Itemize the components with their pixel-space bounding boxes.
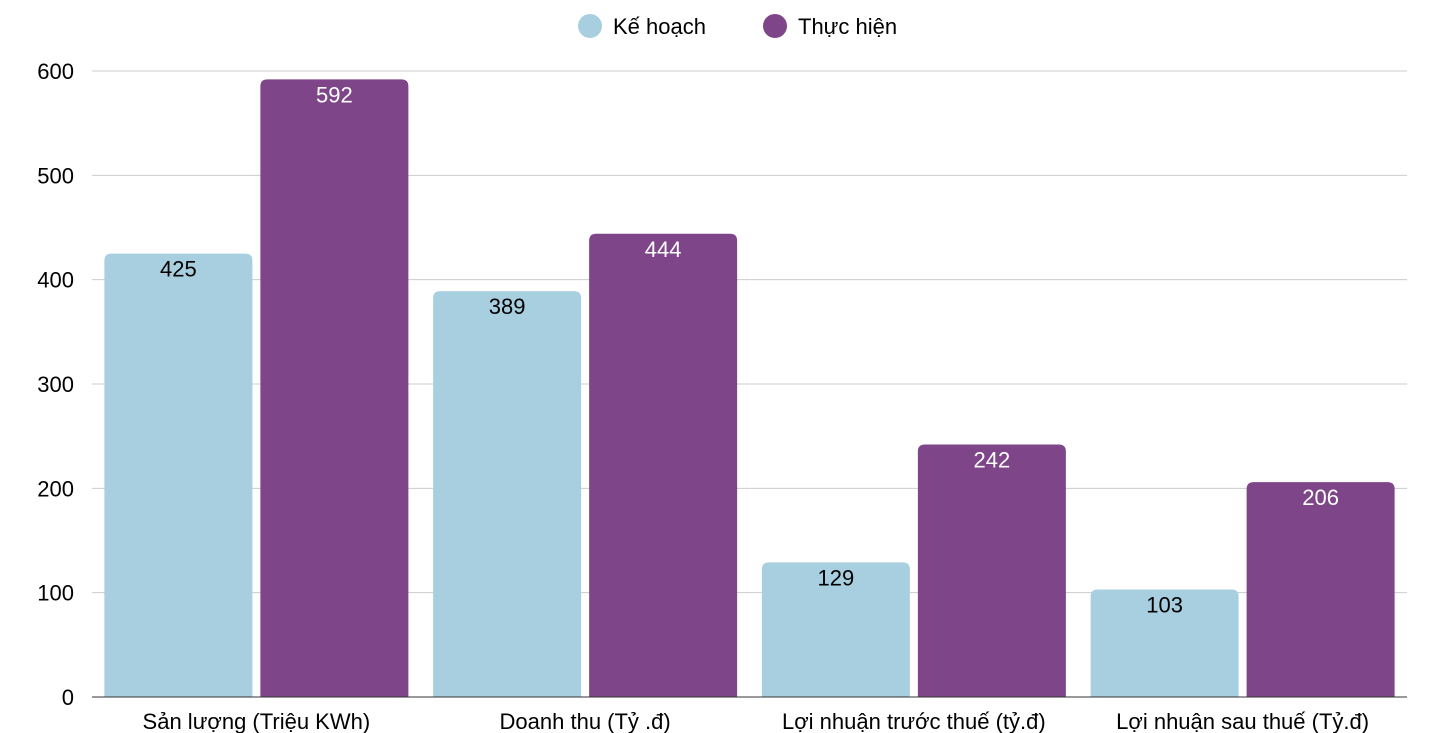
y-tick-label: 500 xyxy=(37,163,74,188)
y-tick-label: 600 xyxy=(37,59,74,84)
bar-ke-hoach xyxy=(433,291,582,697)
data-label: 242 xyxy=(974,448,1011,473)
legend: Kế hoạch Thực hiện xyxy=(578,14,897,39)
bar-thuc-hien xyxy=(917,444,1066,697)
data-label: 425 xyxy=(160,257,197,282)
bar-thuc-hien xyxy=(589,233,738,697)
bar-ke-hoach xyxy=(104,253,253,698)
data-label: 129 xyxy=(818,565,855,590)
data-label: 389 xyxy=(489,294,526,319)
legend-label: Thực hiện xyxy=(798,14,897,39)
data-label: 444 xyxy=(645,237,682,262)
x-category-label: Doanh thu (Tỷ .đ) xyxy=(500,709,671,733)
y-tick-label: 400 xyxy=(37,268,74,293)
data-label: 592 xyxy=(316,82,353,107)
x-category-label: Sản lượng (Triệu KWh) xyxy=(143,709,371,733)
data-labels: 425 592 389 444 129 242 103 206 xyxy=(160,82,1339,617)
y-tick-label: 200 xyxy=(37,476,74,501)
x-category-label: Lợi nhuận sau thuế (Tỷ.đ) xyxy=(1116,709,1369,733)
legend-swatch xyxy=(763,14,787,38)
y-axis: 0 100 200 300 400 500 600 xyxy=(37,59,74,710)
bar-ke-hoach xyxy=(1090,589,1239,697)
legend-label: Kế hoạch xyxy=(613,14,706,39)
legend-swatch xyxy=(578,14,602,38)
x-category-label: Lợi nhuận trước thuế (tỷ.đ) xyxy=(782,709,1046,733)
bar-thuc-hien xyxy=(1246,482,1395,697)
y-tick-label: 300 xyxy=(37,372,74,397)
y-tick-label: 100 xyxy=(37,581,74,606)
bar-thuc-hien xyxy=(260,79,409,697)
x-axis: Sản lượng (Triệu KWh) Doanh thu (Tỷ .đ) Lợ… xyxy=(92,696,1407,733)
data-label: 206 xyxy=(1302,485,1339,510)
bar-ke-hoach xyxy=(761,562,910,697)
y-tick-label: 0 xyxy=(62,685,74,710)
data-label: 103 xyxy=(1146,593,1183,618)
bars xyxy=(104,79,1395,698)
